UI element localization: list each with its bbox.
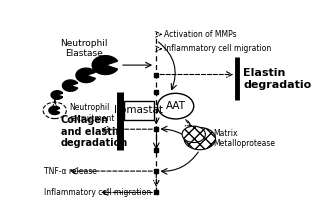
Text: Matrix
Metalloprotease: Matrix Metalloprotease: [213, 129, 275, 148]
Wedge shape: [62, 80, 78, 91]
Text: Activation of MMPs: Activation of MMPs: [163, 30, 236, 39]
Text: Inflammatory cell migration: Inflammatory cell migration: [163, 44, 271, 53]
Wedge shape: [51, 91, 63, 99]
Text: Collagen
and elastin
degradation: Collagen and elastin degradation: [61, 115, 128, 148]
Circle shape: [158, 93, 194, 119]
Circle shape: [184, 127, 216, 150]
Wedge shape: [76, 68, 95, 83]
Text: Inflammatory cell migration: Inflammatory cell migration: [44, 188, 151, 197]
Wedge shape: [49, 106, 60, 115]
Text: Neutrophil
recruitment: Neutrophil recruitment: [69, 103, 115, 123]
Circle shape: [182, 126, 205, 143]
Text: AAT: AAT: [166, 101, 186, 111]
FancyBboxPatch shape: [124, 101, 154, 120]
Wedge shape: [92, 56, 118, 75]
Text: Ilomastat: Ilomastat: [114, 105, 163, 115]
Text: Neutrophil
Elastase: Neutrophil Elastase: [60, 39, 107, 58]
Text: Elastin
degradation: Elastin degradation: [243, 68, 312, 89]
Text: TNF-α release: TNF-α release: [44, 166, 97, 176]
